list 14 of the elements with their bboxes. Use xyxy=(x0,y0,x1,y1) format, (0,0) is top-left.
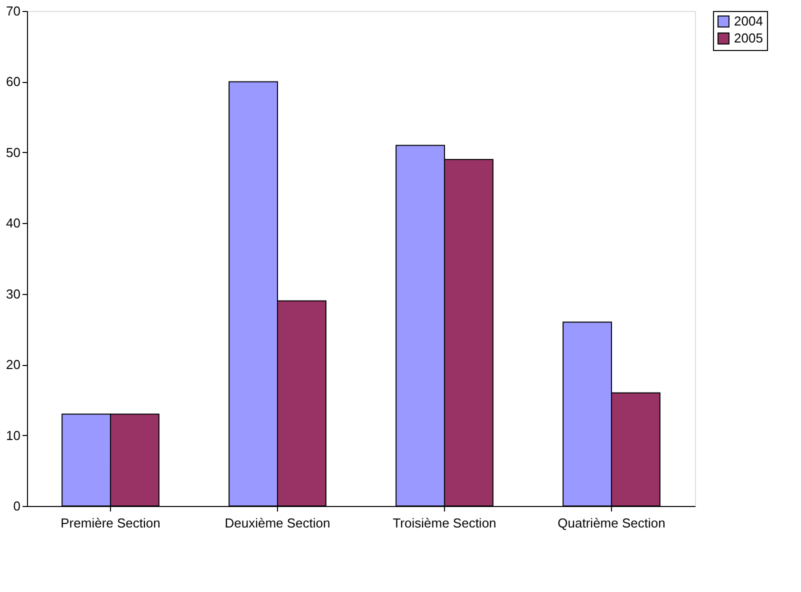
legend-label: 2005 xyxy=(734,30,763,46)
legend-label: 2004 xyxy=(734,14,763,28)
x-tick-label: Quatrième Section xyxy=(558,516,666,530)
y-tick-label: 20 xyxy=(6,357,20,372)
y-tick-label: 60 xyxy=(6,74,20,90)
y-tick-label: 40 xyxy=(6,216,20,231)
x-tick-label: Première Section xyxy=(60,516,160,530)
x-tick-label: Troisième Section xyxy=(392,516,496,530)
y-tick-label: 50 xyxy=(6,144,20,160)
x-tick-label: Deuxième Section xyxy=(224,516,330,530)
y-tick-label: 0 xyxy=(13,498,20,514)
y-tick-label: 30 xyxy=(6,286,20,302)
y-tick-label: 10 xyxy=(6,428,20,443)
y-tick-label: 70 xyxy=(6,4,20,18)
